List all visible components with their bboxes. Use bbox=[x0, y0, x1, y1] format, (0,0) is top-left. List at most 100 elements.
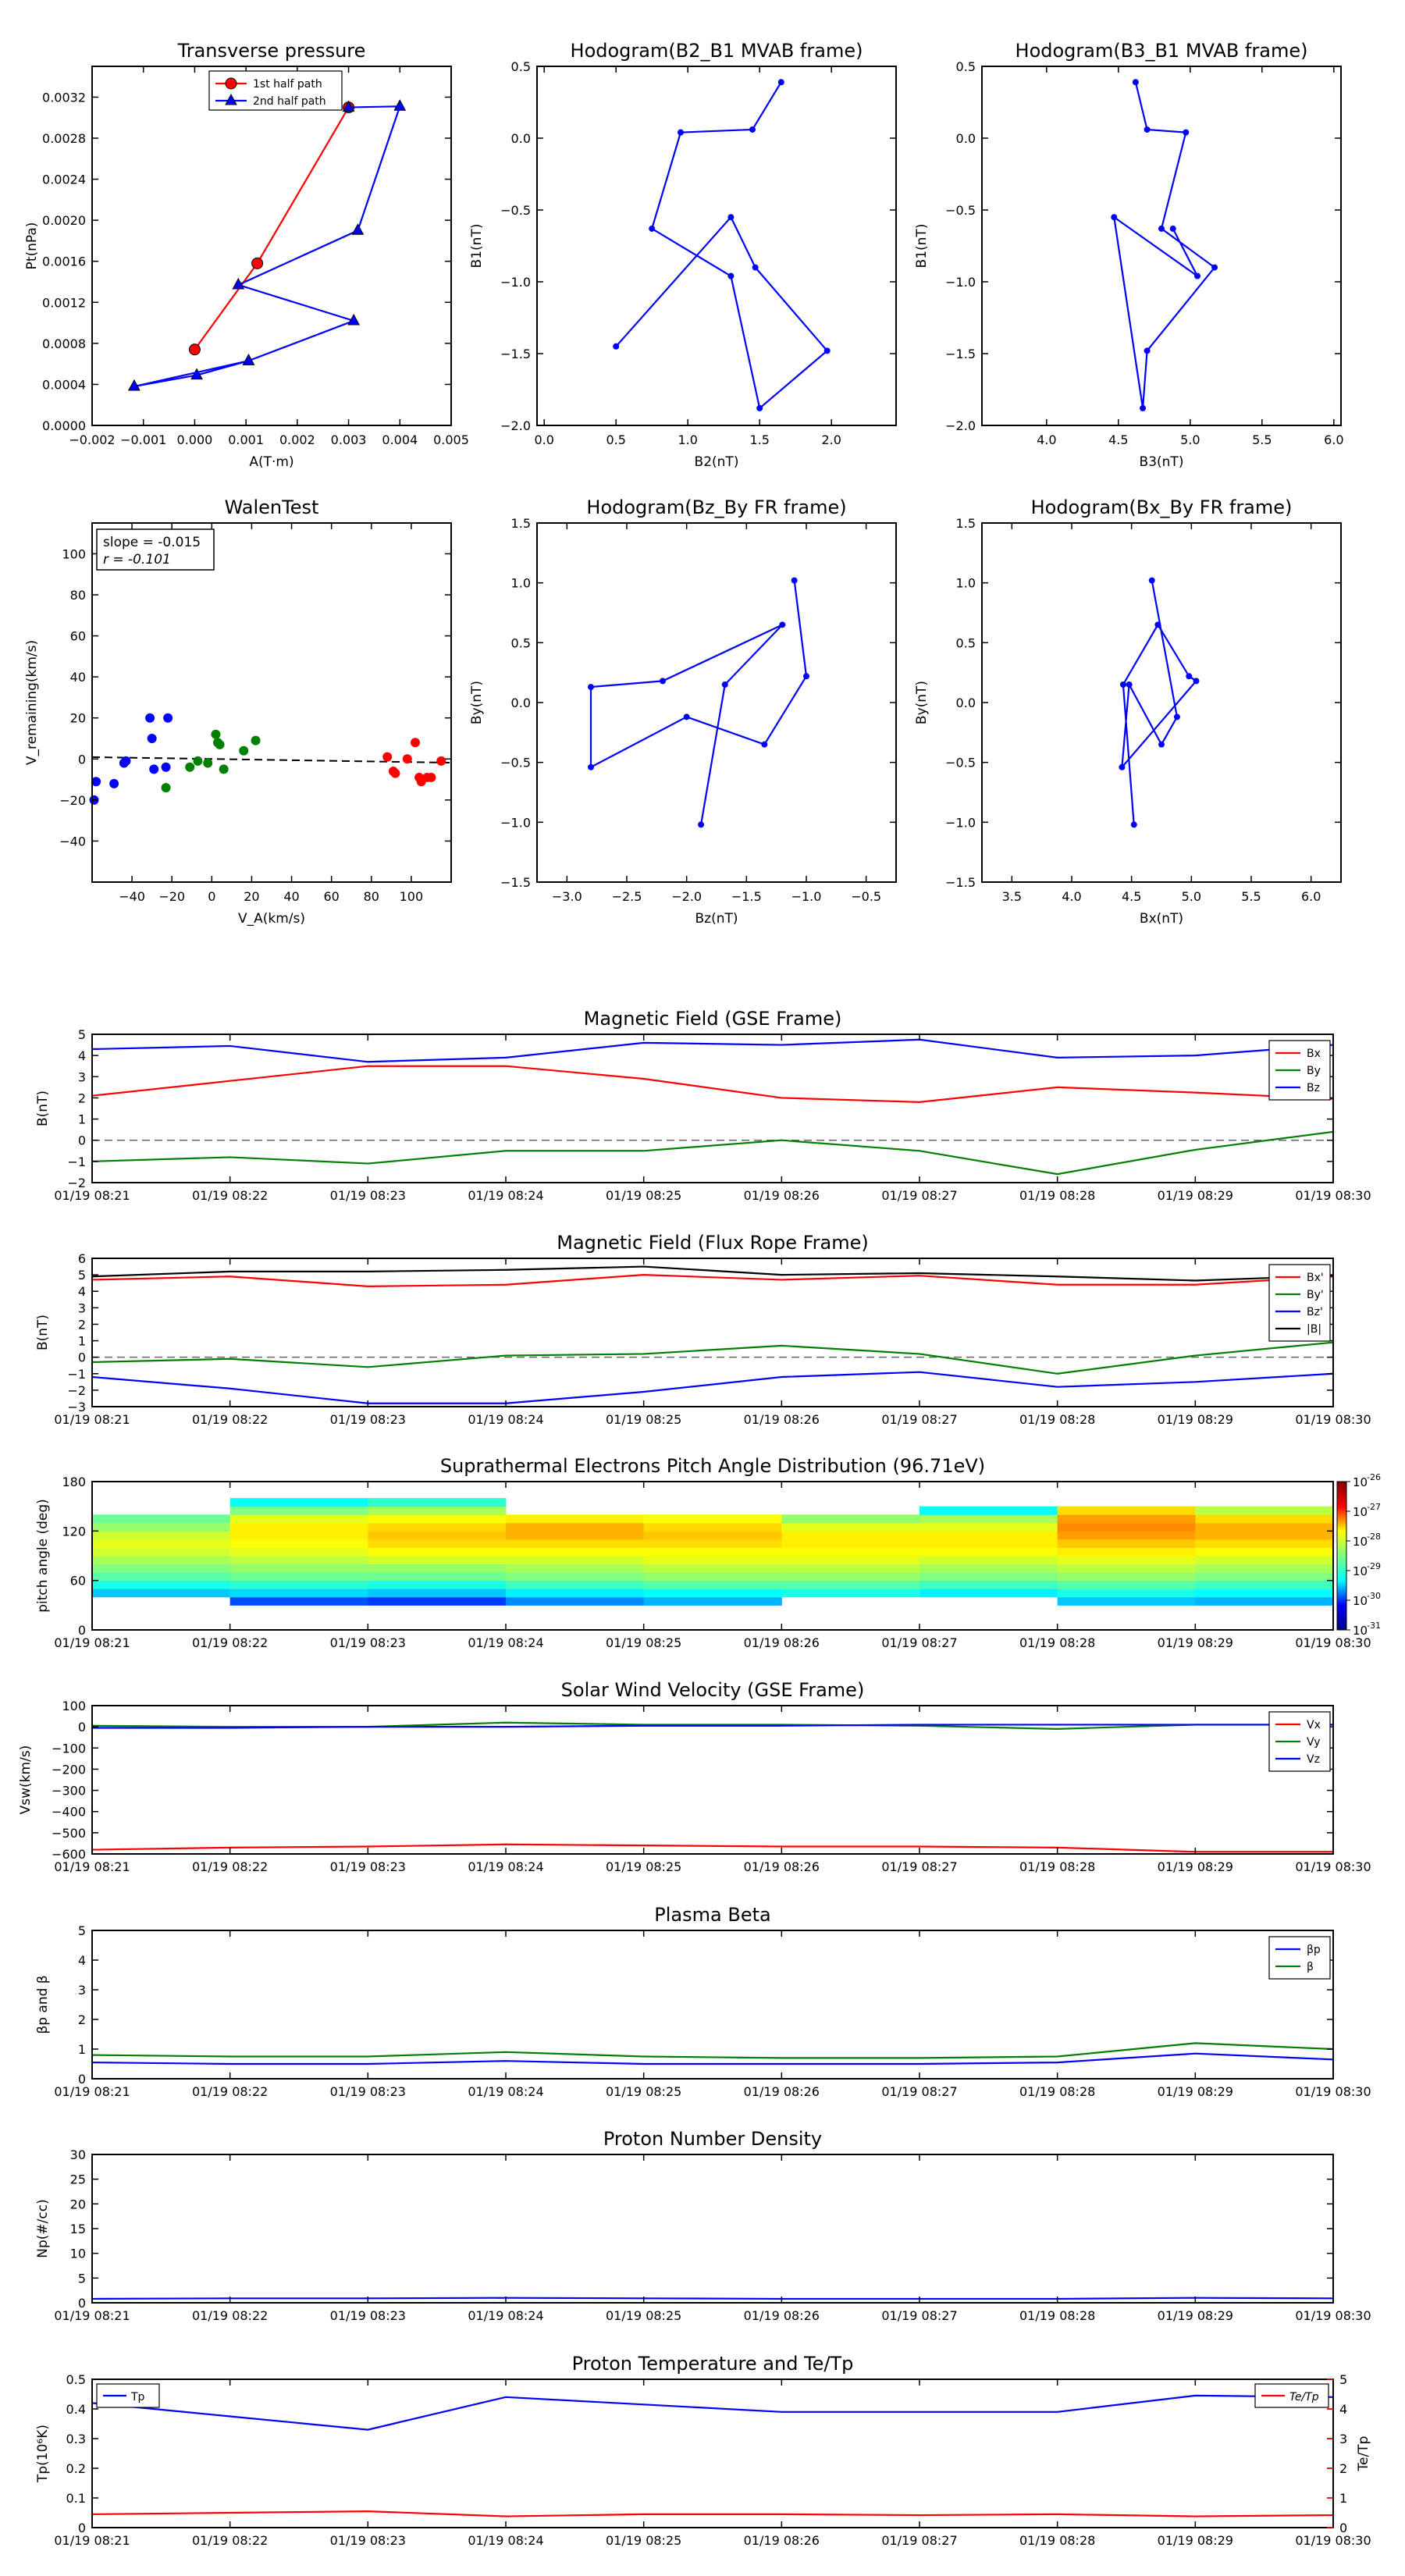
heatmap-cell bbox=[781, 1589, 920, 1598]
heatmap-cell bbox=[643, 1580, 782, 1589]
heatmap-cell bbox=[1195, 1564, 1334, 1573]
heatmap-cell bbox=[1195, 1547, 1334, 1557]
heatmap-cell bbox=[919, 1506, 1058, 1515]
heatmap-cell bbox=[229, 1506, 368, 1515]
colorbar-tick-label: 10 bbox=[1353, 1624, 1368, 1638]
data-point bbox=[1111, 214, 1118, 221]
y-tick-label: −3 bbox=[67, 1400, 86, 1414]
x-tick-label: 1.0 bbox=[678, 432, 697, 447]
heatmap-cell bbox=[229, 1556, 368, 1565]
heatmap-cell bbox=[229, 1572, 368, 1582]
legend-label: 1st half path bbox=[253, 78, 322, 91]
y-tick-label: 1.5 bbox=[511, 516, 531, 531]
heatmap-cell bbox=[643, 1531, 782, 1540]
series-Bz bbox=[91, 1038, 1334, 1063]
y2-tick-label: 5 bbox=[1339, 2372, 1347, 2387]
time-tick-label: 01/19 08:26 bbox=[744, 2308, 820, 2323]
heatmap-cell bbox=[1057, 1556, 1196, 1565]
plot-frame bbox=[91, 2379, 1334, 2528]
heatmap-cell bbox=[368, 1498, 507, 1507]
heatmap-cell bbox=[781, 1556, 920, 1565]
series-line-2 bbox=[128, 354, 255, 391]
heatmap-cell bbox=[919, 1547, 1058, 1557]
y-tick-label: −1.0 bbox=[945, 275, 976, 290]
legend-label: Vx bbox=[1307, 1719, 1321, 1731]
y-tick-label: −20 bbox=[59, 793, 86, 808]
heatmap-cell bbox=[92, 1547, 231, 1557]
y-tick-label: 5 bbox=[78, 1268, 86, 1283]
data-point bbox=[1211, 264, 1218, 271]
plot-frame bbox=[91, 522, 452, 883]
data-point bbox=[1158, 225, 1165, 232]
series-line-0 bbox=[1119, 577, 1200, 828]
y-tick-label: 1.0 bbox=[511, 576, 531, 591]
x-tick-label: 6.0 bbox=[1324, 432, 1343, 447]
x-tick-label: −1.5 bbox=[731, 889, 762, 904]
colorbar-tick-label: 10 bbox=[1353, 1505, 1368, 1519]
series-Bz bbox=[91, 1371, 1334, 1404]
y-tick-label: 2 bbox=[78, 2012, 86, 2027]
y-tick-label: 2 bbox=[78, 1317, 86, 1332]
y-tick-label: −0.5 bbox=[945, 203, 976, 218]
data-point bbox=[1183, 129, 1190, 136]
heatmap-cell bbox=[1057, 1572, 1196, 1582]
slope-annotation: slope = -0.015 bbox=[103, 535, 201, 550]
x-axis-label: B3(nT) bbox=[1140, 454, 1184, 470]
time-tick-label: 01/19 08:21 bbox=[54, 1412, 130, 1427]
time-tick-label: 01/19 08:29 bbox=[1158, 1635, 1233, 1650]
heatmap-cell bbox=[368, 1531, 507, 1540]
data-point bbox=[185, 762, 195, 772]
heatmap-cell bbox=[643, 1596, 782, 1606]
y-axis-label: B1(nT) bbox=[914, 224, 930, 269]
plot-frame bbox=[91, 1705, 1334, 1855]
data-point bbox=[203, 758, 213, 768]
heatmap-cell bbox=[1057, 1539, 1196, 1548]
heatmap-cell bbox=[1195, 1572, 1334, 1582]
y-tick-label: 40 bbox=[70, 670, 86, 685]
y-tick-label: −200 bbox=[52, 1762, 86, 1777]
chart-title: Plasma Beta bbox=[654, 1904, 770, 1926]
heatmap-cell bbox=[919, 1556, 1058, 1565]
legend-label: Vy bbox=[1307, 1736, 1321, 1749]
data-point bbox=[91, 777, 101, 787]
x-tick-label: 6.0 bbox=[1301, 889, 1321, 904]
data-point bbox=[239, 745, 249, 756]
y2-tick-label: 2 bbox=[1339, 2461, 1347, 2476]
heatmap-cell bbox=[781, 1572, 920, 1582]
heatmap-cell bbox=[229, 1596, 368, 1606]
legend-label: Bz bbox=[1307, 1082, 1320, 1094]
y-tick-label: −100 bbox=[52, 1741, 86, 1756]
heatmap-cell bbox=[919, 1522, 1058, 1532]
legend-label: β bbox=[1307, 1961, 1314, 1973]
heatmap-cell bbox=[643, 1514, 782, 1524]
plot-frame bbox=[981, 66, 1342, 426]
x-tick-label: 5.0 bbox=[1180, 432, 1200, 447]
time-tick-label: 01/19 08:30 bbox=[1295, 2084, 1371, 2099]
walen-series-blue bbox=[89, 713, 173, 805]
heatmap-cell bbox=[92, 1514, 231, 1524]
time-tick-label: 01/19 08:23 bbox=[330, 1412, 406, 1427]
data-point bbox=[1173, 713, 1180, 720]
data-point bbox=[678, 129, 684, 136]
series-line bbox=[1112, 81, 1216, 409]
data-point bbox=[225, 77, 237, 90]
y-tick-label: 60 bbox=[70, 629, 86, 644]
heatmap-cell bbox=[229, 1564, 368, 1573]
data-point bbox=[779, 621, 786, 628]
data-point bbox=[749, 126, 756, 133]
data-point bbox=[777, 79, 784, 86]
time-tick-label: 01/19 08:28 bbox=[1019, 1188, 1095, 1203]
legend-label: Te/Tp bbox=[1289, 2391, 1319, 2403]
heatmap-cell bbox=[506, 1547, 645, 1557]
data-point bbox=[109, 778, 119, 788]
time-tick-label: 01/19 08:22 bbox=[192, 1859, 268, 1874]
heatmap-cell bbox=[506, 1596, 645, 1606]
heatmap-cells bbox=[92, 1498, 1334, 1606]
time-tick-label: 01/19 08:26 bbox=[744, 1412, 820, 1427]
heatmap-cell bbox=[1195, 1539, 1334, 1548]
heatmap-cell bbox=[919, 1531, 1058, 1540]
time-tick-label: 01/19 08:24 bbox=[468, 1188, 543, 1203]
x-tick-label: −40 bbox=[119, 889, 145, 904]
y-tick-label: 5 bbox=[78, 1027, 86, 1042]
